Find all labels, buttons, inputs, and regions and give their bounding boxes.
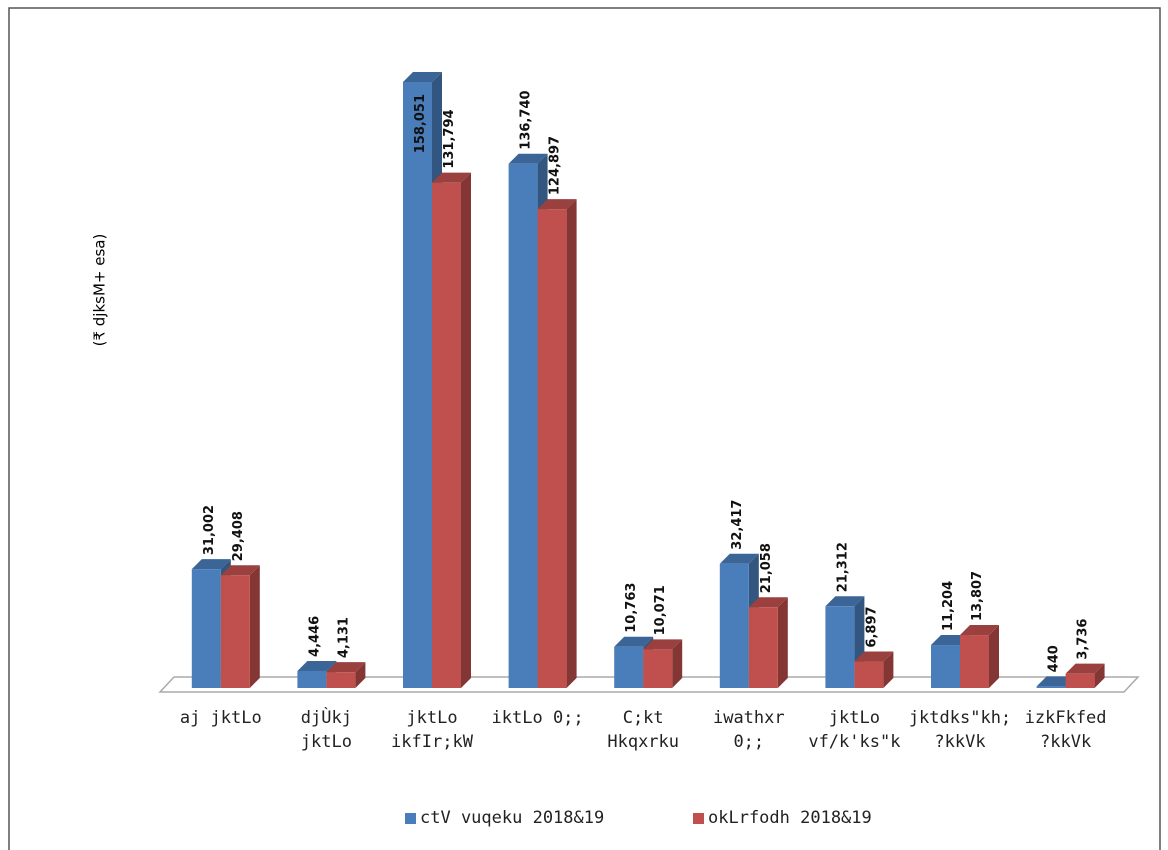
bar-face (220, 565, 260, 576)
bar-face (220, 575, 250, 688)
y-axis-label: (₹ djksM+ esa) (91, 234, 109, 347)
value-label: 13,807 (970, 571, 985, 621)
bar-face (748, 607, 778, 688)
x-tick-label: jktLo vf/k'ks"k (808, 708, 901, 752)
x-tick-label: C;kt Hkqxrku (607, 708, 680, 752)
value-label: 10,071 (653, 585, 668, 635)
value-label: 6,897 (864, 606, 879, 647)
bar-face (355, 662, 366, 688)
value-label: 4,131 (336, 617, 351, 658)
bar-face (989, 625, 999, 688)
value-label: 440 (1047, 645, 1062, 672)
bar-face (960, 625, 999, 636)
legend-item: okLrfodh 2018&19 (693, 808, 872, 828)
value-label: 136,740 (519, 90, 534, 149)
legend-swatch (405, 812, 416, 824)
value-label: 11,204 (941, 581, 956, 631)
bar (854, 651, 894, 688)
bar-face (403, 82, 432, 688)
value-label: 4,446 (307, 616, 322, 657)
bar-face (249, 565, 260, 688)
value-label: 158,051 (413, 94, 428, 153)
bar-face (191, 559, 231, 570)
value-label: 21,312 (835, 542, 850, 592)
bar-face (191, 569, 221, 688)
x-tick-label: jktLo ikfIr;kW (391, 708, 473, 752)
legend-swatch (693, 812, 704, 824)
bar-face (461, 172, 471, 688)
bar-face (672, 639, 683, 688)
bar-face (748, 597, 788, 608)
bar (1065, 663, 1105, 688)
x-tick-label: iwathxr 0;; (712, 708, 785, 752)
bar-face (614, 636, 654, 647)
bar-face (537, 209, 567, 688)
bar-face (931, 645, 960, 688)
x-tick-label: jktdks"kh; ?kkVk (908, 708, 1012, 752)
x-tick-label: izkFkfed ?kkVk (1024, 708, 1107, 752)
x-tick-label: djÙkj jktLo (300, 708, 352, 752)
bar-face (1065, 663, 1105, 674)
bar-face (614, 646, 644, 688)
bar-face (825, 596, 865, 607)
value-label: 32,417 (730, 500, 745, 550)
frame (8, 7, 1161, 850)
bar-face (403, 72, 442, 82)
bar-face (297, 660, 337, 671)
bar (537, 199, 577, 688)
legend-label: ctV vuqeku 2018&19 (420, 808, 605, 828)
bar-face (326, 662, 366, 673)
bar (960, 625, 999, 688)
bar (432, 172, 471, 688)
bar-face (1094, 663, 1105, 688)
value-label: 29,408 (231, 511, 246, 561)
bar-face (777, 597, 788, 688)
bar-face (643, 639, 683, 650)
bar-face (432, 172, 471, 183)
bar-face (854, 661, 884, 688)
bar-face (960, 635, 989, 688)
value-label: 31,002 (202, 505, 217, 555)
x-tick-label: iktLo 0;; (491, 708, 584, 728)
bar (825, 596, 865, 688)
legend-item: ctV vuqeku 2018&19 (405, 808, 604, 828)
bar-face (326, 672, 356, 688)
bar-face (1036, 686, 1066, 688)
floor (158, 676, 1140, 693)
bar-face (854, 651, 894, 662)
bar-face (719, 553, 759, 564)
bar-face (508, 163, 538, 688)
bar-face (1065, 673, 1095, 688)
bar-face (537, 199, 577, 210)
bar (326, 662, 366, 688)
bar-face (432, 182, 461, 688)
x-tick-label: aj jktLo (179, 708, 262, 728)
value-label: 124,897 (548, 136, 563, 195)
value-label: 3,736 (1076, 619, 1091, 660)
value-label: 131,794 (442, 109, 457, 168)
bar-face (297, 670, 327, 688)
bar-face (508, 153, 548, 164)
bar (748, 597, 788, 688)
value-label: 21,058 (759, 543, 774, 593)
bar (220, 565, 260, 688)
value-label: 10,763 (624, 583, 639, 633)
legend-label: okLrfodh 2018&19 (708, 808, 872, 828)
bar (643, 639, 683, 688)
bar-face (566, 199, 577, 688)
bar-face (825, 606, 855, 688)
bar-face (883, 651, 894, 688)
bar-face (643, 649, 673, 688)
bar-face (719, 563, 749, 688)
